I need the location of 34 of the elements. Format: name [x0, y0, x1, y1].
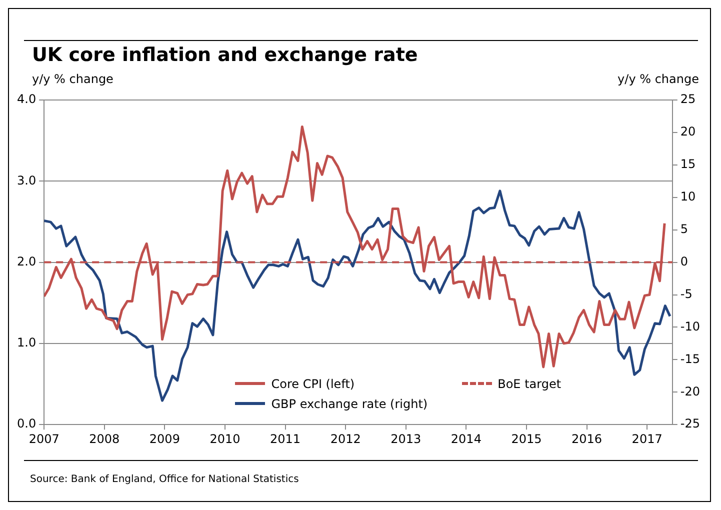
y-tick-label: 0.0 [16, 416, 36, 431]
y2-tick-label: -5 [680, 286, 692, 301]
y2-tick-label: -15 [680, 352, 700, 366]
x-tick-label: 2012 [330, 432, 361, 446]
x-tick-label: 2016 [572, 432, 602, 446]
y2-tick-label: 20 [680, 124, 696, 139]
legend-label: BoE target [498, 376, 562, 391]
y2-tick-label: 5 [680, 222, 688, 236]
y-tick-label: 1.0 [16, 336, 36, 350]
x-tick-label: 2010 [210, 432, 240, 446]
x-tick-label: 2014 [450, 432, 482, 446]
y-tick-label: 3.0 [16, 173, 36, 188]
x-tick-label: 2009 [149, 432, 180, 446]
x-tick-label: 2017 [632, 432, 662, 446]
y-tick-label: 4.0 [16, 92, 36, 106]
y2-tick-label: 15 [680, 157, 696, 172]
chart-title: UK core inflation and exchange rate [32, 44, 418, 66]
x-tick-label: 2015 [511, 432, 542, 446]
y2-tick-label: -25 [680, 416, 700, 431]
y-tick-label: 2.0 [16, 254, 36, 268]
x-tick-label: 2013 [390, 432, 422, 446]
y2-tick-label: 25 [680, 92, 696, 106]
y2-tick-label: 10 [680, 190, 696, 204]
source-note: Source: Bank of England, Office for National Statistics [30, 474, 299, 485]
y-axis-title: y/y % change [32, 72, 114, 86]
x-tick-label: 2007 [28, 432, 60, 446]
y2-axis-title: y/y % change [618, 72, 699, 86]
y2-tick-label: -10 [680, 319, 700, 334]
legend-label: GBP exchange rate (right) [271, 396, 428, 411]
legend-label: Core CPI (left) [271, 376, 355, 391]
x-tick-label: 2008 [89, 432, 120, 446]
y2-tick-label: 0 [680, 254, 688, 268]
y2-tick-label: -20 [680, 384, 700, 398]
x-tick-label: 2011 [270, 432, 301, 446]
